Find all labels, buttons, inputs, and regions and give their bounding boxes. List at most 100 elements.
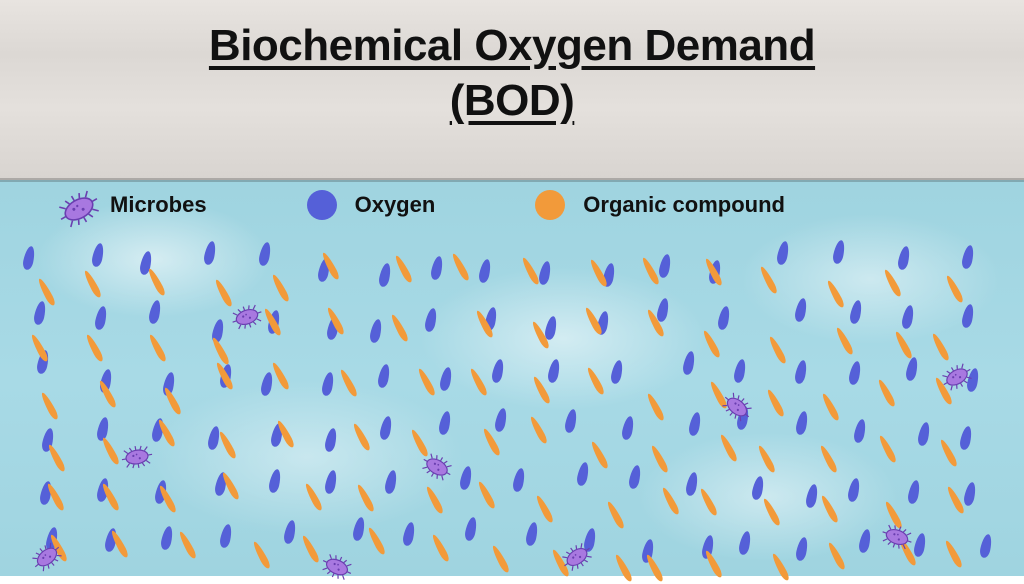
oxygen-drop [831, 240, 846, 266]
oxygen-drop [961, 304, 976, 330]
organic-shard [147, 333, 168, 362]
oxygen-drop [378, 416, 393, 442]
oxygen-drop [847, 477, 862, 503]
oxygen-drop [423, 307, 438, 333]
oxygen-dot-icon [307, 190, 337, 220]
oxygen-drop [576, 461, 591, 487]
organic-shard [938, 438, 959, 467]
oxygen-drop [439, 367, 454, 393]
oxygen-drop [961, 245, 976, 271]
oxygen-drop [321, 371, 336, 397]
organic-shard [424, 485, 445, 514]
oxygen-drop [917, 422, 932, 448]
organic-shard [100, 436, 121, 465]
oxygen-drop [324, 470, 339, 496]
oxygen-drop [494, 407, 509, 433]
organic-shard [765, 389, 786, 418]
organic-shard [468, 368, 489, 397]
oxygen-drop [93, 305, 108, 331]
oxygen-drop [857, 528, 872, 554]
microbe-icon [420, 450, 454, 484]
organic-dot-icon [535, 190, 565, 220]
organic-shard [701, 329, 722, 358]
organic-shard [605, 501, 626, 530]
oxygen-drop [384, 469, 399, 495]
organic-shard [585, 367, 606, 396]
organic-shard [84, 334, 105, 363]
organic-shard [818, 445, 839, 474]
oxygen-drop [377, 364, 392, 390]
legend-item-oxygen: Oxygen [307, 190, 436, 220]
organic-shard [177, 531, 198, 560]
organic-shard [770, 552, 791, 581]
oxygen-drop [202, 240, 217, 266]
waterline [0, 178, 1024, 182]
organic-shard [217, 430, 238, 459]
oxygen-drop [437, 410, 452, 436]
oxygen-drop [538, 260, 553, 286]
organic-shard [944, 275, 965, 304]
organic-shard [251, 540, 272, 569]
oxygen-drop [524, 521, 539, 547]
oxygen-drop [401, 522, 416, 548]
organic-shard [300, 534, 321, 563]
oxygen-drop [491, 359, 506, 385]
organic-shard [756, 444, 777, 473]
microbe-icon [880, 520, 914, 554]
oxygen-drop [733, 358, 748, 384]
oxygen-drop [901, 304, 916, 330]
oxygen-drop [160, 525, 175, 551]
organic-shard [876, 378, 897, 407]
organic-shard [762, 498, 783, 527]
oxygen-drop [22, 245, 37, 271]
oxygen-drop [750, 475, 765, 501]
legend-label-organic: Organic compound [583, 192, 785, 218]
oxygen-drop [369, 318, 384, 344]
oxygen-drop [795, 410, 810, 436]
legend-label-microbes: Microbes [110, 192, 207, 218]
oxygen-drop [621, 415, 636, 441]
organic-shard [271, 361, 292, 390]
organic-shard [520, 256, 541, 285]
oxygen-drop [737, 530, 752, 556]
organic-shard [649, 444, 670, 473]
organic-shard [491, 544, 512, 573]
organic-shard [270, 273, 291, 302]
oxygen-drop [351, 516, 366, 542]
organic-shard [660, 487, 681, 516]
oxygen-drop [478, 258, 493, 284]
organic-shard [825, 279, 846, 308]
organic-shard [303, 482, 324, 511]
oxygen-drop [511, 467, 526, 493]
oxygen-drop [681, 350, 696, 376]
oxygen-drop [848, 299, 863, 325]
oxygen-drop [805, 483, 820, 509]
organic-shard [826, 542, 847, 571]
oxygen-drop [717, 305, 732, 331]
oxygen-drop [684, 471, 699, 497]
organic-shard [534, 494, 555, 523]
oxygen-drop [913, 532, 928, 558]
organic-shard [476, 480, 497, 509]
organic-shard [718, 434, 739, 463]
oxygen-drop [907, 480, 922, 506]
oxygen-drop [897, 245, 912, 271]
organic-shard [351, 422, 372, 451]
organic-shard [703, 549, 724, 578]
oxygen-drop [657, 254, 672, 280]
legend-item-organic: Organic compound [535, 190, 785, 220]
oxygen-drop [979, 533, 994, 559]
organic-shard [39, 392, 60, 421]
oxygen-drop [628, 464, 643, 490]
organic-shard [450, 252, 471, 281]
particle-field [0, 240, 1024, 576]
oxygen-drop [91, 242, 106, 268]
legend-label-oxygen: Oxygen [355, 192, 436, 218]
organic-shard [367, 527, 388, 556]
organic-shard [416, 368, 437, 397]
organic-shard [945, 486, 966, 515]
organic-shard [877, 435, 898, 464]
page-title: Biochemical Oxygen Demand (BOD) [0, 18, 1024, 128]
organic-shard [146, 267, 167, 296]
organic-shard [82, 269, 103, 298]
